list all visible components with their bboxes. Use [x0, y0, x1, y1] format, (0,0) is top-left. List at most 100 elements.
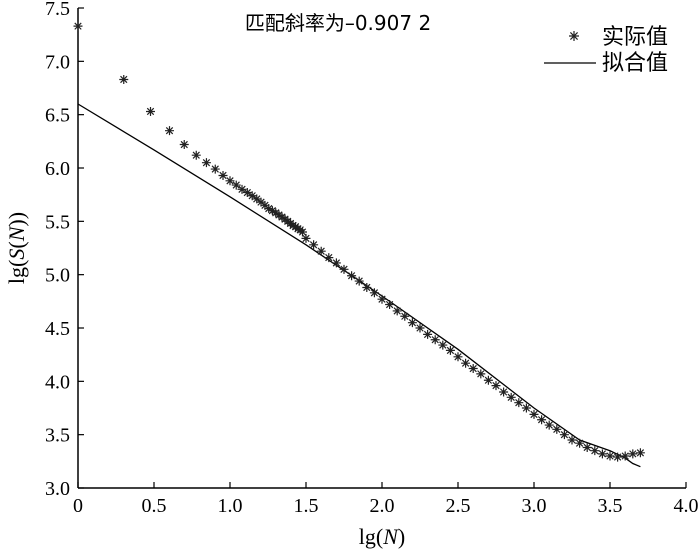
data-point: [559, 430, 569, 440]
legend-label-actual: 实际值: [602, 25, 668, 50]
data-point: [218, 170, 228, 180]
x-tick-label: 2.5: [446, 495, 471, 517]
data-point: [146, 106, 156, 116]
data-point: [468, 364, 478, 374]
data-point: [635, 448, 645, 458]
chart-title: 匹配斜率为–0.907 2: [245, 11, 431, 35]
axes: [77, 7, 687, 489]
data-point: [491, 381, 501, 391]
y-tick-label: 3.0: [45, 478, 70, 500]
data-point: [264, 204, 274, 214]
data-point: [179, 140, 189, 150]
data-point: [277, 212, 287, 222]
data-point: [362, 282, 372, 292]
data-point: [628, 449, 638, 459]
data-point: [392, 306, 402, 316]
data-point: [288, 221, 298, 231]
data-point: [415, 323, 425, 333]
data-point: [423, 329, 433, 339]
data-point: [461, 358, 471, 368]
data-point: [339, 264, 349, 274]
data-point: [309, 240, 319, 250]
data-point: [377, 294, 387, 304]
data-point: [301, 233, 311, 243]
data-point: [274, 210, 284, 220]
data-point: [605, 451, 615, 461]
y-tick-label: 3.5: [45, 425, 70, 447]
data-point: [597, 449, 607, 459]
data-point: [514, 398, 524, 408]
data-point: [620, 451, 630, 461]
data-point: [191, 150, 201, 160]
legend-marker-actual: [569, 31, 579, 41]
data-point: [316, 246, 326, 256]
data-point: [445, 345, 455, 355]
data-point: [483, 375, 493, 385]
data-point: [369, 288, 379, 298]
data-point: [247, 191, 257, 201]
y-tick-label: 4.5: [45, 318, 70, 340]
data-point: [298, 227, 308, 237]
x-tick-label: 3.0: [522, 495, 547, 517]
data-point: [242, 188, 252, 198]
data-point: [506, 392, 516, 402]
data-point: [430, 335, 440, 345]
y-tick-label: 7.0: [45, 51, 70, 73]
y-tick-label: 4.0: [45, 371, 70, 393]
fit-line: [77, 103, 641, 468]
data-point: [331, 258, 341, 268]
data-point: [385, 300, 395, 310]
y-tick-label: 6.0: [45, 158, 70, 180]
data-point: [231, 180, 241, 190]
data-point: [537, 415, 547, 425]
x-tick-label: 0: [73, 495, 83, 517]
data-point: [552, 424, 562, 434]
data-point: [271, 208, 281, 218]
x-tick-label: 4.0: [674, 495, 699, 517]
y-axis-label: lg(S(N)): [4, 212, 29, 284]
tick-labels: 0 0.5 1.0 1.5 2.0 2.5 3.0 3.5 4.0 3.0 3.5 4.0 4.5 5.0…: [45, 0, 699, 517]
data-point: [201, 158, 211, 168]
data-point: [590, 446, 600, 456]
data-point: [347, 271, 357, 281]
data-point: [567, 435, 577, 445]
data-point: [400, 311, 410, 321]
x-tick-label: 1.5: [294, 495, 319, 517]
data-point: [582, 442, 592, 452]
data-point: [453, 352, 463, 362]
data-point: [225, 176, 235, 186]
data-point: [210, 164, 220, 174]
data-point: [407, 318, 417, 328]
data-point: [73, 21, 83, 31]
data-point: [354, 276, 364, 286]
data-point: [237, 184, 247, 194]
data-point: [256, 197, 266, 207]
data-point: [529, 409, 539, 419]
data-point: [165, 126, 175, 136]
y-tick-label: 7.5: [45, 0, 70, 20]
data-point: [521, 403, 531, 413]
data-point: [260, 200, 270, 210]
x-tick-label: 3.5: [598, 495, 623, 517]
data-point: [499, 387, 509, 397]
data-point: [252, 194, 262, 204]
data-point: [544, 420, 554, 430]
y-tick-label: 5.5: [45, 211, 70, 233]
data-point: [438, 340, 448, 350]
y-tick-label: 6.5: [45, 105, 70, 127]
x-tick-label: 0.5: [142, 495, 167, 517]
x-axis-label: lg(N): [359, 524, 405, 549]
data-point: [267, 206, 277, 216]
data-point: [613, 452, 623, 462]
data-marks: [73, 21, 645, 468]
data-point: [476, 369, 486, 379]
y-tick-label: 5.0: [45, 265, 70, 287]
data-point: [575, 438, 585, 448]
x-tick-label: 2.0: [370, 495, 395, 517]
data-point: [119, 74, 129, 84]
data-point: [324, 253, 334, 263]
legend-label-fit: 拟合值: [602, 51, 668, 76]
data-point: [293, 224, 303, 234]
